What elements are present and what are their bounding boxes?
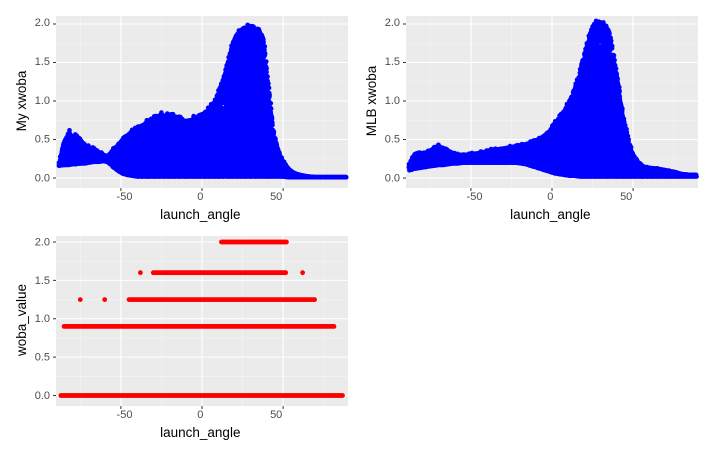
scatter-point — [264, 59, 269, 64]
panel-my-xwoba: -50 0 50 0.0 0.5 1.0 1.5 2.0 launch_angl… — [14, 16, 349, 222]
scatter-point — [265, 74, 270, 79]
data-points-my-xwoba — [56, 22, 349, 180]
